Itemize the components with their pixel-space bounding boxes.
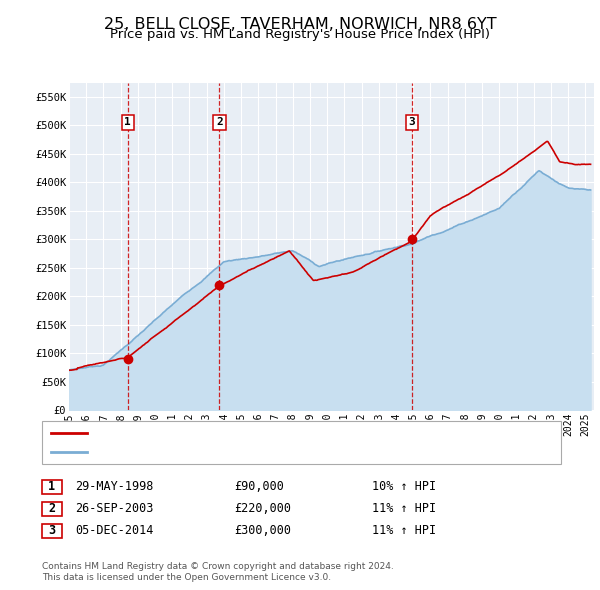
Text: This data is licensed under the Open Government Licence v3.0.: This data is licensed under the Open Gov… — [42, 572, 331, 582]
Text: HPI: Average price, detached house, Broadland: HPI: Average price, detached house, Broa… — [94, 447, 376, 457]
Text: 25, BELL CLOSE, TAVERHAM, NORWICH, NR8 6YT (detached house): 25, BELL CLOSE, TAVERHAM, NORWICH, NR8 6… — [94, 428, 463, 438]
Text: 11% ↑ HPI: 11% ↑ HPI — [372, 525, 436, 537]
Text: 1: 1 — [124, 117, 131, 127]
Text: £300,000: £300,000 — [234, 525, 291, 537]
Text: 3: 3 — [49, 525, 55, 537]
Text: £220,000: £220,000 — [234, 502, 291, 515]
Text: 29-MAY-1998: 29-MAY-1998 — [75, 480, 154, 493]
Text: Price paid vs. HM Land Registry's House Price Index (HPI): Price paid vs. HM Land Registry's House … — [110, 28, 490, 41]
Text: 1: 1 — [49, 480, 55, 493]
Text: £90,000: £90,000 — [234, 480, 284, 493]
Text: 11% ↑ HPI: 11% ↑ HPI — [372, 502, 436, 515]
Text: 05-DEC-2014: 05-DEC-2014 — [75, 525, 154, 537]
Text: 3: 3 — [409, 117, 415, 127]
Text: Contains HM Land Registry data © Crown copyright and database right 2024.: Contains HM Land Registry data © Crown c… — [42, 562, 394, 571]
Text: 2: 2 — [49, 502, 55, 515]
Text: 25, BELL CLOSE, TAVERHAM, NORWICH, NR8 6YT: 25, BELL CLOSE, TAVERHAM, NORWICH, NR8 6… — [104, 17, 496, 31]
Text: 2: 2 — [216, 117, 223, 127]
Text: 10% ↑ HPI: 10% ↑ HPI — [372, 480, 436, 493]
Text: 26-SEP-2003: 26-SEP-2003 — [75, 502, 154, 515]
